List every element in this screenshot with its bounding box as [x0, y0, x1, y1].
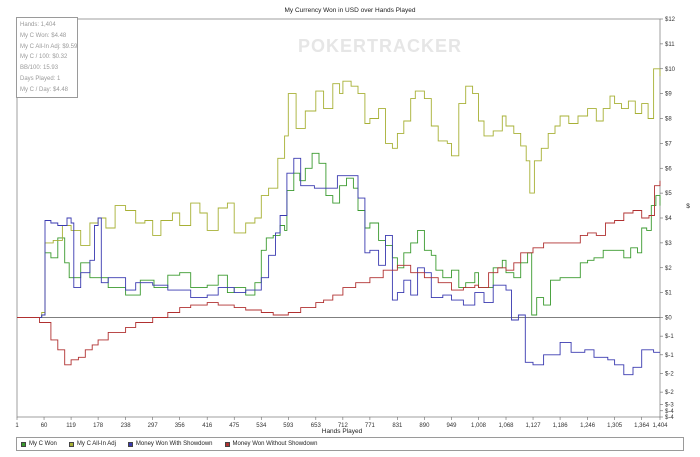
plot-area — [16, 18, 661, 418]
y-tick-label: $-2 — [665, 390, 674, 396]
y-axis-ticks: $12 $11 $10 $9 $8 $7 $6 $5 $4 $3 $2 $1 $0 $-1 $-1 $-2 $-… — [660, 17, 676, 421]
x-tick-label: 1,186 — [553, 423, 569, 429]
plot-border — [16, 18, 661, 418]
y-tick-label: $9 — [665, 92, 672, 98]
x-tick-label: 831 — [392, 423, 403, 429]
y-tick-label: $0 — [665, 316, 672, 322]
x-tick-label: 238 — [121, 423, 132, 429]
stats-hands: Hands: 1,404 — [20, 22, 56, 28]
y-axis-label: $ — [686, 203, 690, 210]
chart-title: My Currency Won in USD over Hands Played — [284, 7, 415, 14]
y-tick-label: $4 — [665, 216, 672, 222]
x-tick-label: 1,008 — [471, 423, 487, 429]
x-axis-label: Hands Played — [322, 428, 363, 435]
x-tick-label: 890 — [419, 423, 430, 429]
x-tick-label: 1 — [15, 423, 19, 429]
stats-won: My C Won: $4.48 — [20, 32, 67, 39]
pokertracker-watermark: POKERTRACKER — [298, 36, 462, 56]
x-tick-label: 1,246 — [580, 423, 596, 429]
legend-label: Money Won Without Showdown — [232, 441, 318, 447]
x-tick-label: 949 — [446, 423, 457, 429]
y-tick-label: $-1 — [665, 353, 674, 359]
legend: My C Won My C All-In Adj Money Won With … — [16, 437, 684, 451]
x-tick-label: 1,305 — [607, 423, 623, 429]
x-tick-label: 416 — [202, 423, 213, 429]
y-tick-label: $7 — [665, 141, 672, 147]
y-tick-label: $-3 — [665, 403, 674, 409]
x-tick-label: 178 — [93, 423, 104, 429]
legend-item-my-c-won[interactable]: My C Won — [21, 441, 57, 447]
x-tick-label: 712 — [338, 423, 349, 429]
series-lines — [17, 68, 661, 376]
x-tick-label: 297 — [148, 423, 159, 429]
y-tick-label: $1 — [665, 291, 672, 297]
stats-per-day: My C / Day: $4.48 — [20, 86, 69, 93]
y-tick-label: $-2 — [665, 371, 674, 377]
legend-item-with-showdown[interactable]: Money Won With Showdown — [127, 441, 213, 447]
y-tick-label: $6 — [665, 166, 672, 172]
y-tick-label: $12 — [665, 17, 676, 23]
legend-swatch — [127, 441, 133, 447]
x-tick-label: 119 — [66, 423, 76, 429]
legend-label: Money Won With Showdown — [135, 441, 213, 447]
stats-bb-100: BB/100: 15.93 — [20, 65, 59, 72]
stats-per-100: My C / 100: $0.32 — [20, 54, 68, 61]
y-tick-label: $2 — [665, 266, 672, 272]
legend-swatch — [68, 441, 74, 447]
x-tick-label: 534 — [256, 423, 267, 429]
x-tick-label: 771 — [365, 423, 376, 429]
y-tick-label: $8 — [665, 117, 672, 123]
y-tick-label: $3 — [665, 241, 672, 247]
stats-box: Hands: 1,404 My C Won: $4.48 My C All-In… — [16, 17, 78, 98]
legend-label: My C All-In Adj — [76, 441, 116, 447]
legend-item-all-in-adj[interactable]: My C All-In Adj — [68, 441, 116, 447]
x-tick-label: 593 — [283, 423, 294, 429]
legend-item-without-showdown[interactable]: Money Won Without Showdown — [224, 441, 318, 447]
series-line-0 — [17, 152, 661, 318]
x-tick-label: 356 — [175, 423, 186, 429]
legend-swatch — [21, 441, 26, 447]
x-tick-label: 1,404 — [652, 423, 668, 429]
y-tick-label: $-4 — [665, 409, 674, 415]
series-line-1 — [17, 68, 661, 318]
y-tick-label: $-4 — [665, 415, 674, 421]
x-tick-label: 475 — [229, 423, 240, 429]
legend-swatch — [224, 441, 230, 447]
y-tick-label: $-1 — [665, 334, 674, 340]
legend-label: My C Won — [29, 441, 57, 447]
x-tick-label: 1,364 — [634, 423, 650, 429]
stats-days-played: Days Played: 1 — [20, 75, 61, 82]
y-tick-label: $5 — [665, 191, 672, 197]
x-tick-label: 1,127 — [526, 423, 542, 429]
x-tick-label: 60 — [41, 423, 48, 429]
stats-allin-adj: My C All-In Adj: $9.59 — [20, 43, 78, 50]
series-line-2 — [17, 157, 660, 376]
series-line-3 — [17, 180, 661, 366]
y-tick-label: $10 — [665, 67, 676, 73]
x-tick-label: 653 — [311, 423, 322, 429]
x-axis-ticks: 1 60 119 178 238 297 356 416 475 534 593 653 712 771 8… — [15, 417, 668, 429]
y-tick-label: $11 — [665, 42, 675, 48]
x-tick-label: 1,068 — [499, 423, 515, 429]
